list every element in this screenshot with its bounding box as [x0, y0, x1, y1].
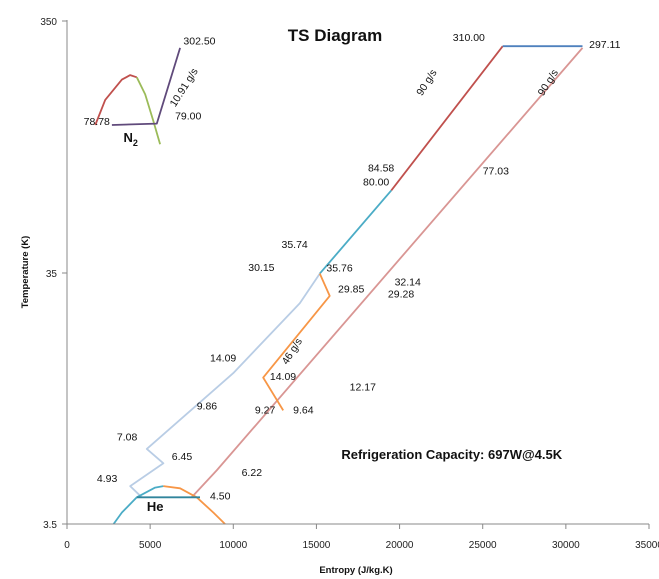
annotation-label: 32.14 — [395, 277, 421, 289]
series-layer — [94, 45, 584, 525]
annotation-label: 29.85 — [338, 283, 364, 295]
annotation-label: 6.45 — [172, 451, 193, 463]
y-tick-label: 350 — [40, 17, 57, 28]
annotation-label: 35.74 — [282, 239, 308, 251]
y-tick-label: 3.5 — [43, 520, 57, 531]
region-label: He — [147, 499, 164, 514]
series-line-9 — [129, 273, 321, 498]
x-tick-label: 25000 — [469, 540, 497, 551]
region-label-subscript: 2 — [133, 138, 138, 148]
series-line-10 — [262, 273, 331, 411]
y-axis-label: Temperature (K) — [20, 236, 31, 309]
y-tick-layer: 3.5 35 350 — [40, 17, 67, 531]
series-line-1 — [94, 74, 138, 126]
annotation-label: 30.15 — [248, 262, 274, 274]
annotation-label: 9.64 — [293, 405, 314, 417]
x-tick-label: 20000 — [386, 540, 414, 551]
annotation-label: 84.58 — [368, 162, 394, 174]
region-label: Refrigeration Capacity: 697W@4.5K — [341, 447, 562, 462]
x-tick-label: 35000 — [635, 540, 659, 551]
region-label: N2 — [124, 130, 138, 148]
x-tick-label: 15000 — [303, 540, 331, 551]
chart-title: TS Diagram — [288, 26, 382, 45]
annotation-label: 79.00 — [175, 110, 201, 122]
annotation-label: 14.09 — [270, 371, 296, 383]
flow-rate-label: 90 g/s — [414, 67, 439, 98]
y-tick-label: 35 — [46, 269, 58, 280]
annotation-label: 297.11 — [589, 39, 620, 51]
flow-rate-label: 90 g/s — [536, 67, 561, 98]
annotation-label: 9.27 — [255, 405, 276, 417]
series-line-8 — [319, 189, 392, 275]
annotation-label: 14.09 — [210, 352, 236, 364]
x-axis-label: Entropy (J/kg.K) — [319, 565, 392, 576]
annotation-label: 4.93 — [97, 473, 118, 485]
annotation-label: 77.03 — [483, 166, 509, 178]
annotation-label: 310.00 — [453, 32, 485, 44]
annotation-label: 80.00 — [363, 176, 389, 188]
series-line-5 — [390, 45, 504, 191]
x-tick-label: 0 — [64, 540, 70, 551]
annotation-label: 6.22 — [242, 467, 263, 479]
label-layer: N2 He Refrigeration Capacity: 697W@4.5K — [124, 130, 563, 514]
annotation-label: 29.28 — [388, 289, 414, 301]
annotation-label: 4.50 — [210, 491, 231, 503]
series-line-7 — [191, 47, 584, 498]
series-line-3 — [111, 47, 181, 126]
x-tick-layer: 0 5000 10000 15000 20000 25000 30000 35000 — [64, 524, 659, 551]
annotation-label: 35.76 — [326, 262, 352, 274]
annotation-label: 302.50 — [183, 36, 215, 48]
annotation-label: 12.17 — [350, 382, 376, 394]
x-tick-label: 10000 — [219, 540, 247, 551]
x-tick-label: 5000 — [139, 540, 162, 551]
series-line-2 — [135, 76, 161, 145]
annotation-label: 9.86 — [197, 400, 218, 412]
annotation-label: 7.08 — [117, 431, 138, 443]
x-tick-label: 30000 — [552, 540, 580, 551]
annotation-label: 78.78 — [84, 116, 110, 128]
